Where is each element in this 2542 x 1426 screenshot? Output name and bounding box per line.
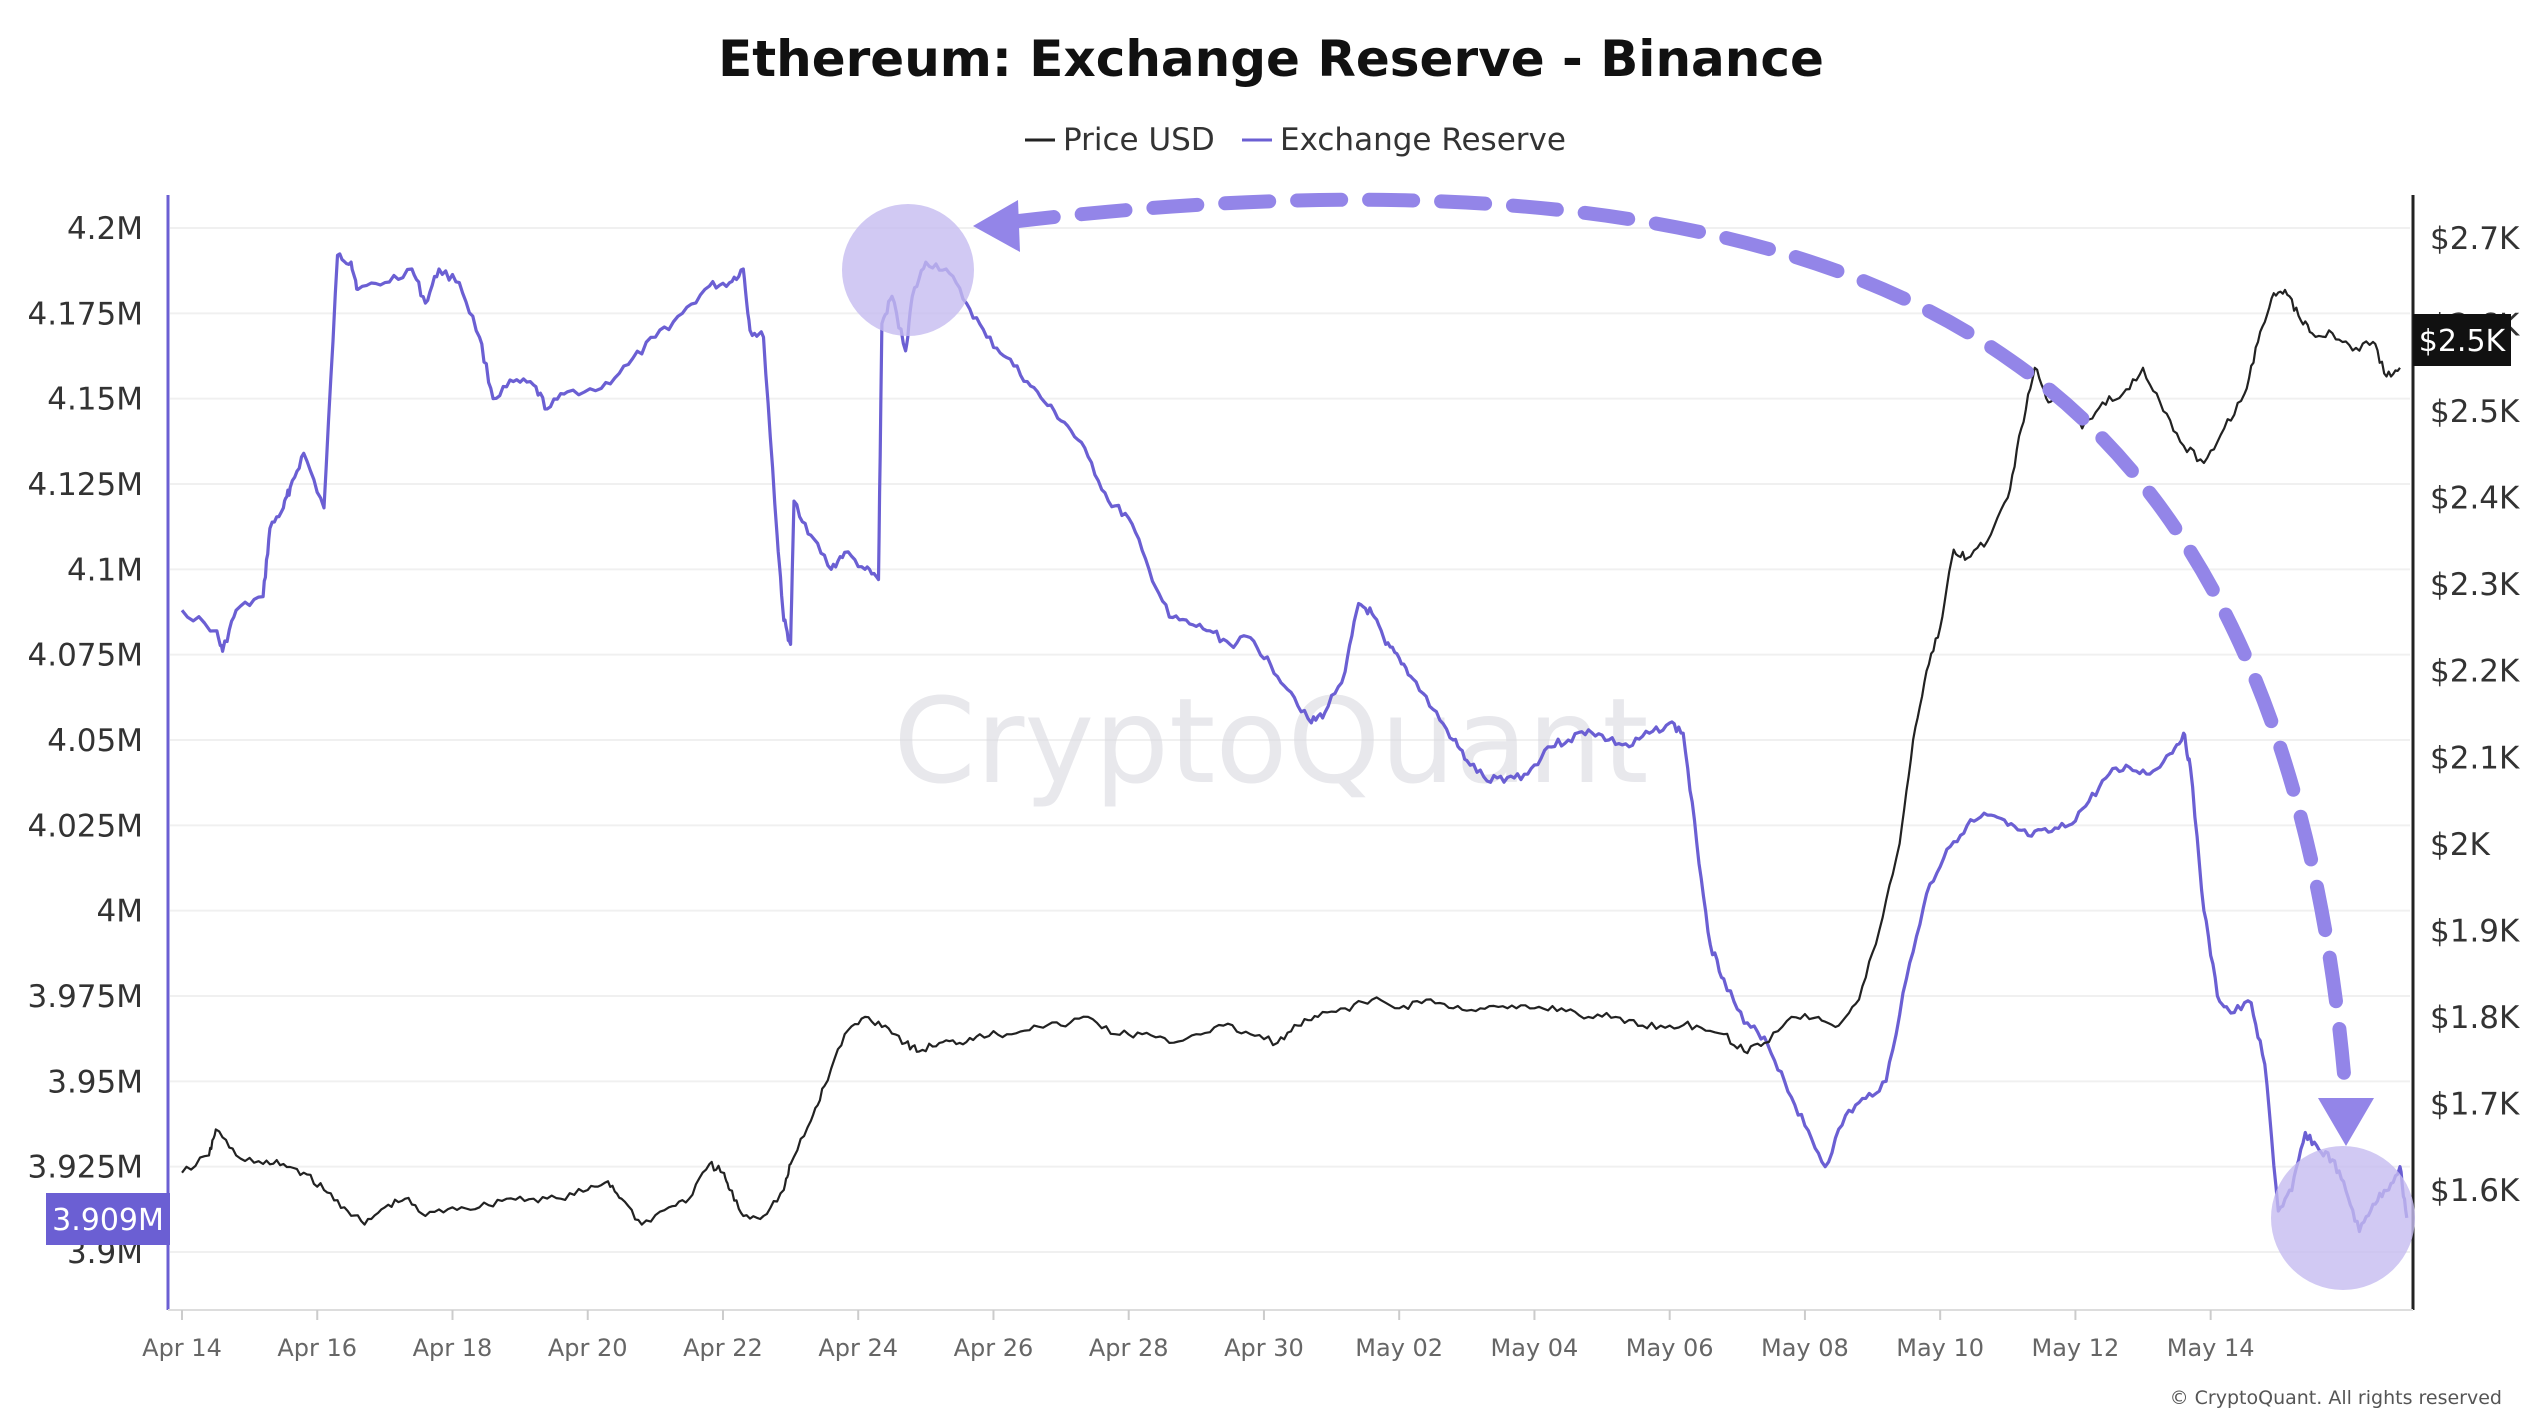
legend-item-price[interactable]: Price USD — [1063, 122, 1215, 158]
right-tick-label: $1.6K — [2430, 1173, 2520, 1209]
x-tick-label: May 14 — [2167, 1334, 2255, 1362]
right-tick-label: $2.5K — [2430, 394, 2520, 430]
left-tick-label: 4.2M — [67, 211, 143, 247]
x-tick-label: Apr 14 — [142, 1334, 222, 1362]
left-tick-label: 4.1M — [67, 552, 143, 588]
left-tick-label: 3.95M — [47, 1064, 143, 1100]
price-badge-label: $2.5K — [2419, 324, 2507, 359]
copyright: © CryptoQuant. All rights reserved — [2170, 1387, 2502, 1409]
x-tick-label: Apr 22 — [683, 1334, 763, 1362]
left-tick-label: 3.975M — [28, 979, 144, 1015]
highlight-circle-low — [2271, 1146, 2415, 1290]
x-tick-label: Apr 20 — [548, 1334, 628, 1362]
x-tick-label: May 02 — [1355, 1334, 1443, 1362]
left-tick-label: 4.175M — [28, 296, 144, 332]
chart-title: Ethereum: Exchange Reserve - Binance — [718, 30, 1824, 88]
left-tick-label: 4.125M — [28, 467, 144, 503]
right-tick-label: $2.7K — [2430, 221, 2520, 257]
right-tick-label: $2.1K — [2430, 740, 2520, 776]
price-badge: $2.5K — [2413, 314, 2511, 366]
x-tick-label: May 08 — [1761, 1334, 1849, 1362]
x-tick-label: May 06 — [1626, 1334, 1714, 1362]
arrow-head-left-icon — [973, 200, 1020, 252]
x-tick-label: Apr 30 — [1224, 1334, 1304, 1362]
dashed-arrow-curve — [1003, 192, 2352, 1092]
highlight-circle-peak — [842, 204, 974, 336]
right-tick-label: $2K — [2430, 827, 2490, 863]
x-tick-label: Apr 28 — [1089, 1334, 1169, 1362]
reserve-badge-label: 3.909M — [52, 1203, 164, 1238]
right-tick-label: $1.7K — [2430, 1086, 2520, 1122]
x-tick-label: May 12 — [2032, 1334, 2120, 1362]
series-line-exchange-reserve[interactable] — [180, 252, 2409, 1234]
x-tick-label: Apr 16 — [277, 1334, 357, 1362]
price-badge-bg — [2413, 314, 2511, 366]
legend-item-reserve[interactable]: Exchange Reserve — [1280, 122, 1566, 158]
ticks-layer: 4.2M 4.175M 4.15M 4.125M 4.1M 4.075M 4.05M 4.02… — [28, 211, 2521, 1362]
left-tick-label: 4.05M — [47, 723, 143, 759]
left-tick-label: 4.15M — [47, 382, 143, 418]
x-tick-label: Apr 24 — [818, 1334, 898, 1362]
legend: Price USD Exchange Reserve — [1025, 122, 1566, 158]
annotation-layer — [842, 192, 2415, 1290]
right-tick-label: $2.3K — [2430, 567, 2520, 603]
left-tick-label: 3.925M — [28, 1150, 144, 1186]
left-tick-label: 4.025M — [28, 808, 144, 844]
right-tick-label: $2.2K — [2430, 654, 2520, 690]
reserve-badge: 3.909M — [46, 1193, 170, 1245]
reserve-badge-bg — [46, 1193, 170, 1245]
watermark: CryptoQuant — [893, 672, 1648, 810]
x-tick-label: May 04 — [1491, 1334, 1579, 1362]
x-tick-label: Apr 26 — [954, 1334, 1034, 1362]
arrow-head-down-icon — [2318, 1098, 2374, 1146]
x-tick-label: Apr 18 — [413, 1334, 493, 1362]
right-tick-label: $1.9K — [2430, 913, 2520, 949]
left-tick-label: 4.075M — [28, 638, 144, 674]
right-tick-label: $1.8K — [2430, 1000, 2520, 1036]
x-tick-label: May 10 — [1896, 1334, 1984, 1362]
left-tick-label: 4M — [97, 894, 143, 930]
right-tick-label: $2.4K — [2430, 481, 2520, 517]
